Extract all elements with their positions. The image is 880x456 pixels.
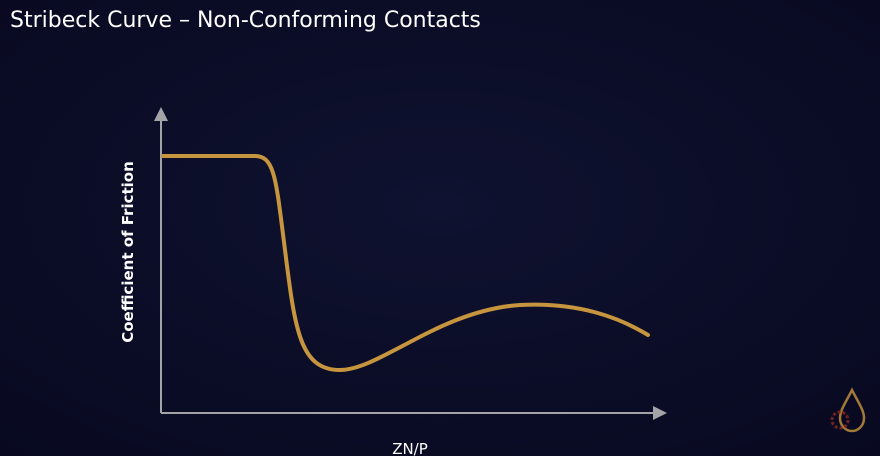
stribeck-curve [161, 154, 650, 373]
slide-title: Stribeck Curve – Non-Conforming Contacts [10, 8, 481, 33]
y-axis-label: Coefficient of Friction [119, 161, 137, 343]
x-axis-label: ZN/P [392, 440, 428, 456]
logo [830, 387, 866, 433]
